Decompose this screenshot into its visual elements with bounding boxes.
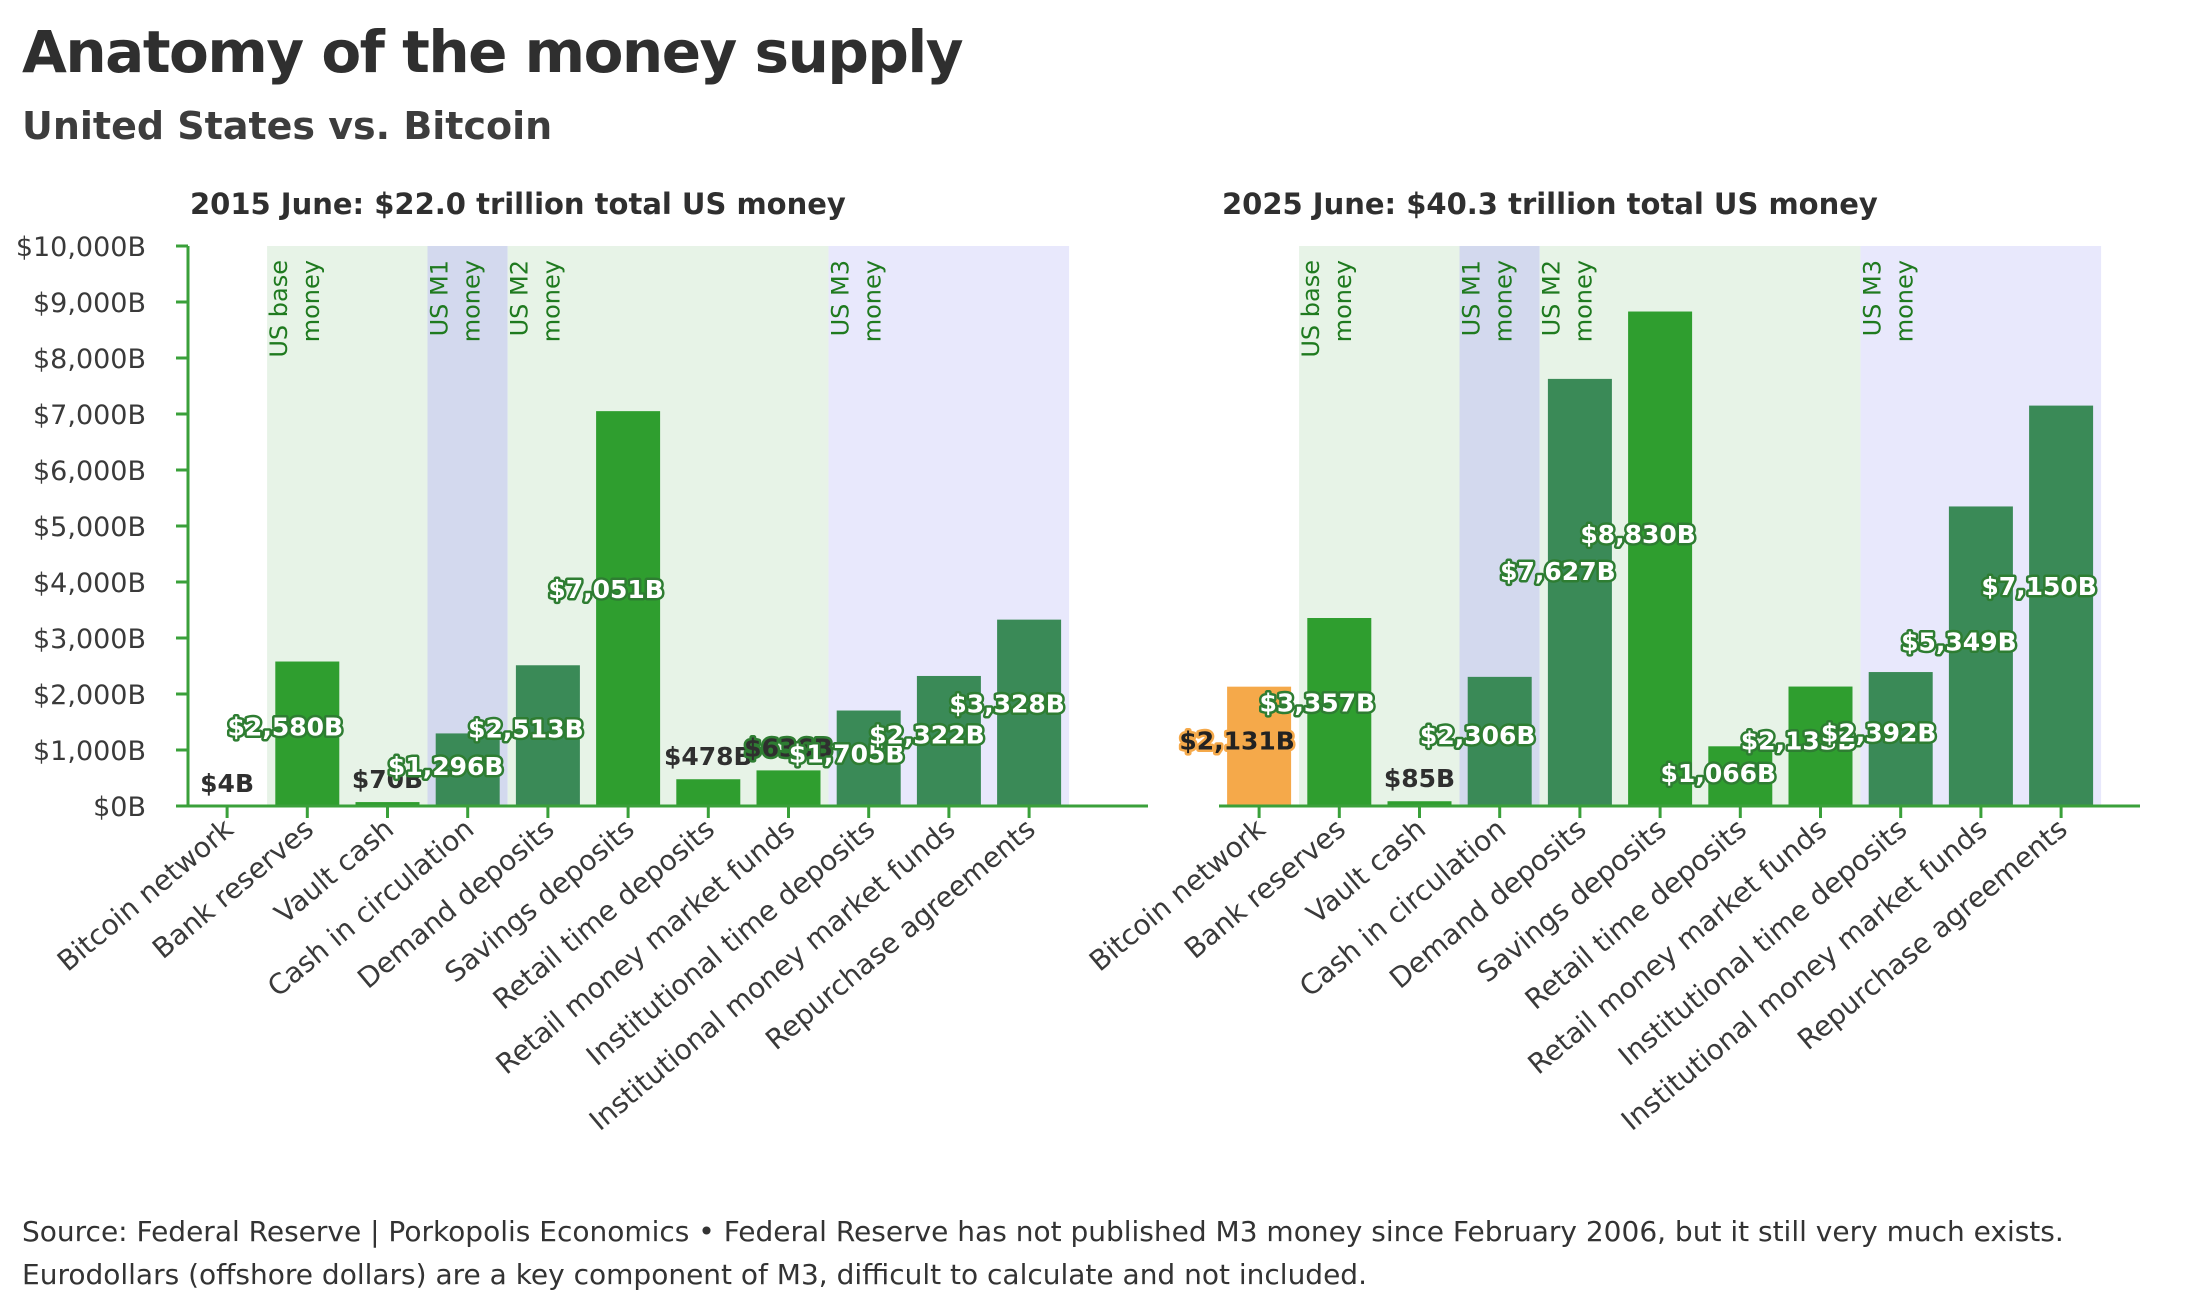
- value-label: $1,296B: [388, 752, 504, 781]
- y-tick-label: $5,000B: [33, 512, 146, 543]
- value-label: $2,306B: [1420, 721, 1536, 750]
- value-label: $2,322B: [869, 720, 985, 749]
- footer-line-2: Eurodollars (offshore dollars) are a key…: [22, 1258, 1367, 1291]
- value-label: $4B: [200, 769, 254, 798]
- bar-demand-deposits: [515, 665, 580, 806]
- bar-bitcoin-network: [1227, 686, 1292, 806]
- y-tick-label: $6,000B: [33, 456, 146, 487]
- band-label-m2: US M2: [1538, 260, 1566, 336]
- band-label-base: US base: [1297, 260, 1325, 358]
- band-label-base: US base: [265, 260, 293, 358]
- value-label: $2,133B: [1741, 726, 1857, 755]
- band-label-m1: US M1: [1458, 260, 1486, 336]
- value-label: $1,705B: [789, 739, 905, 768]
- bar-retail-money-market-funds: [756, 770, 821, 806]
- bar-institutional-money-market-funds: [1948, 506, 2013, 806]
- bar-retail-money-market-funds: [1788, 686, 1853, 806]
- bar-vault-cash: [355, 802, 420, 806]
- y-tick-label: $1,000B: [33, 736, 146, 767]
- source-footer: Source: Federal Reserve | Porkopolis Eco…: [22, 1210, 2182, 1296]
- value-label: $3,328B: [949, 689, 1065, 718]
- band-label-m2: money: [1570, 260, 1598, 342]
- y-tick-label: $0B: [93, 792, 146, 823]
- band-label-m3: US M3: [1859, 260, 1887, 336]
- bar-retail-time-deposits: [1708, 746, 1773, 806]
- band-label-m3: money: [1891, 260, 1919, 342]
- bar-savings-deposits: [596, 411, 661, 806]
- band-label-m1: money: [1490, 260, 1518, 342]
- band-label-m1: money: [458, 260, 486, 342]
- y-tick-label: $4,000B: [33, 568, 146, 599]
- y-tick-label: $3,000B: [33, 624, 146, 655]
- bar-bank-reserves: [1307, 618, 1372, 806]
- value-label: $5,349B: [1901, 627, 2017, 656]
- value-label: $2,513B: [468, 715, 584, 744]
- y-tick-label: $10,000B: [16, 232, 146, 263]
- bar-vault-cash: [1387, 801, 1452, 806]
- value-label: $8,830B: [1580, 520, 1696, 549]
- page-subtitle: United States vs. Bitcoin: [22, 104, 553, 148]
- band-label-base: money: [1329, 260, 1357, 342]
- bar-repurchase-agreements: [2029, 405, 2094, 806]
- y-tick-label: $8,000B: [33, 344, 146, 375]
- chart-title: 2015 June: $22.0 trillion total US money: [190, 187, 846, 221]
- bar-institutional-time-deposits: [1868, 672, 1933, 806]
- value-label: $2,580B: [228, 713, 344, 742]
- band-m1: [427, 246, 508, 806]
- bar-repurchase-agreements: [997, 619, 1062, 806]
- band-label-m3: US M3: [827, 260, 855, 336]
- value-label: $85B: [1384, 764, 1455, 793]
- bar-cash-in-circulation: [435, 733, 500, 806]
- chart-panel-1: US base money US M1 money US M2 money US M3 mon…: [16, 187, 1148, 1137]
- band-label-m2: money: [538, 260, 566, 342]
- chart-panel-2: US base money US M1 money US M2 money US M3 mon…: [1083, 187, 2140, 1137]
- page-title: Anatomy of the money supply: [22, 18, 964, 86]
- y-tick-label: $2,000B: [33, 680, 146, 711]
- band-label-m1: US M1: [426, 260, 454, 336]
- value-label: $7,627B: [1500, 557, 1616, 586]
- bar-demand-deposits: [1547, 378, 1612, 806]
- value-label: $7,051B: [548, 575, 664, 604]
- band-label-base: money: [297, 260, 325, 342]
- y-tick-label: $9,000B: [33, 288, 146, 319]
- bar-institutional-time-deposits: [836, 710, 901, 806]
- value-label: $70B: [352, 765, 423, 794]
- chart-title: 2025 June: $40.3 trillion total US money: [1222, 187, 1878, 221]
- band-label-m3: money: [859, 260, 887, 342]
- value-label: $2,392B: [1821, 718, 1937, 747]
- bar-savings-deposits: [1628, 311, 1693, 806]
- value-label: $478B: [664, 742, 753, 771]
- value-label: $1,066B: [1661, 759, 1777, 788]
- value-label: $3,357B: [1260, 689, 1376, 718]
- bar-cash-in-circulation: [1467, 676, 1532, 806]
- y-tick-label: $7,000B: [33, 400, 146, 431]
- value-label: $7,150B: [1981, 572, 2097, 601]
- footer-line-1: Source: Federal Reserve | Porkopolis Eco…: [22, 1215, 2064, 1248]
- value-label: $636B: [744, 733, 833, 762]
- bar-bank-reserves: [275, 661, 340, 806]
- bar-retail-time-deposits: [676, 779, 741, 806]
- bar-institutional-money-market-funds: [916, 675, 981, 806]
- band-label-m2: US M2: [506, 260, 534, 336]
- value-label: $2,131B: [1179, 726, 1295, 755]
